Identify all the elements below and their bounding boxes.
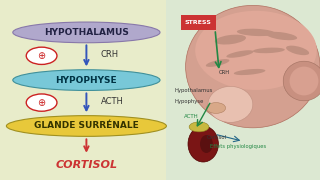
Ellipse shape bbox=[195, 11, 317, 90]
Text: Cortisol: Cortisol bbox=[206, 135, 227, 140]
Text: HYPOPHYSE: HYPOPHYSE bbox=[56, 76, 117, 85]
Bar bbox=[166, 0, 320, 180]
Text: Hypothalamus: Hypothalamus bbox=[174, 88, 213, 93]
Ellipse shape bbox=[13, 70, 160, 90]
Ellipse shape bbox=[206, 59, 229, 67]
Ellipse shape bbox=[283, 61, 320, 101]
Text: Effets physiologiques: Effets physiologiques bbox=[210, 144, 266, 149]
Ellipse shape bbox=[13, 22, 160, 43]
Ellipse shape bbox=[234, 69, 265, 75]
Ellipse shape bbox=[253, 48, 285, 53]
Text: ACTH: ACTH bbox=[184, 114, 199, 119]
Ellipse shape bbox=[290, 67, 318, 95]
Text: STRESS: STRESS bbox=[185, 20, 212, 25]
Bar bbox=[0, 0, 166, 180]
Text: Hypophyse: Hypophyse bbox=[174, 99, 204, 104]
Ellipse shape bbox=[186, 5, 320, 128]
Ellipse shape bbox=[6, 116, 166, 136]
Text: HYPOTHALAMUS: HYPOTHALAMUS bbox=[44, 28, 129, 37]
Ellipse shape bbox=[188, 126, 218, 162]
Ellipse shape bbox=[206, 103, 226, 113]
Ellipse shape bbox=[189, 122, 209, 132]
Ellipse shape bbox=[208, 86, 253, 122]
Text: CRH: CRH bbox=[219, 70, 230, 75]
Text: ⊕: ⊕ bbox=[37, 98, 46, 108]
Ellipse shape bbox=[215, 35, 246, 44]
Ellipse shape bbox=[226, 50, 254, 58]
Circle shape bbox=[26, 94, 57, 111]
Text: GLANDE SURRÉNALE: GLANDE SURRÉNALE bbox=[34, 122, 139, 130]
FancyBboxPatch shape bbox=[181, 15, 216, 30]
Text: ACTH: ACTH bbox=[101, 97, 124, 106]
Text: CORTISOL: CORTISOL bbox=[55, 160, 117, 170]
Text: ⊕: ⊕ bbox=[37, 51, 46, 61]
Ellipse shape bbox=[266, 32, 297, 40]
Circle shape bbox=[26, 47, 57, 64]
Ellipse shape bbox=[237, 29, 275, 36]
Ellipse shape bbox=[200, 135, 213, 153]
Ellipse shape bbox=[286, 46, 309, 55]
Text: CRH: CRH bbox=[101, 50, 119, 59]
